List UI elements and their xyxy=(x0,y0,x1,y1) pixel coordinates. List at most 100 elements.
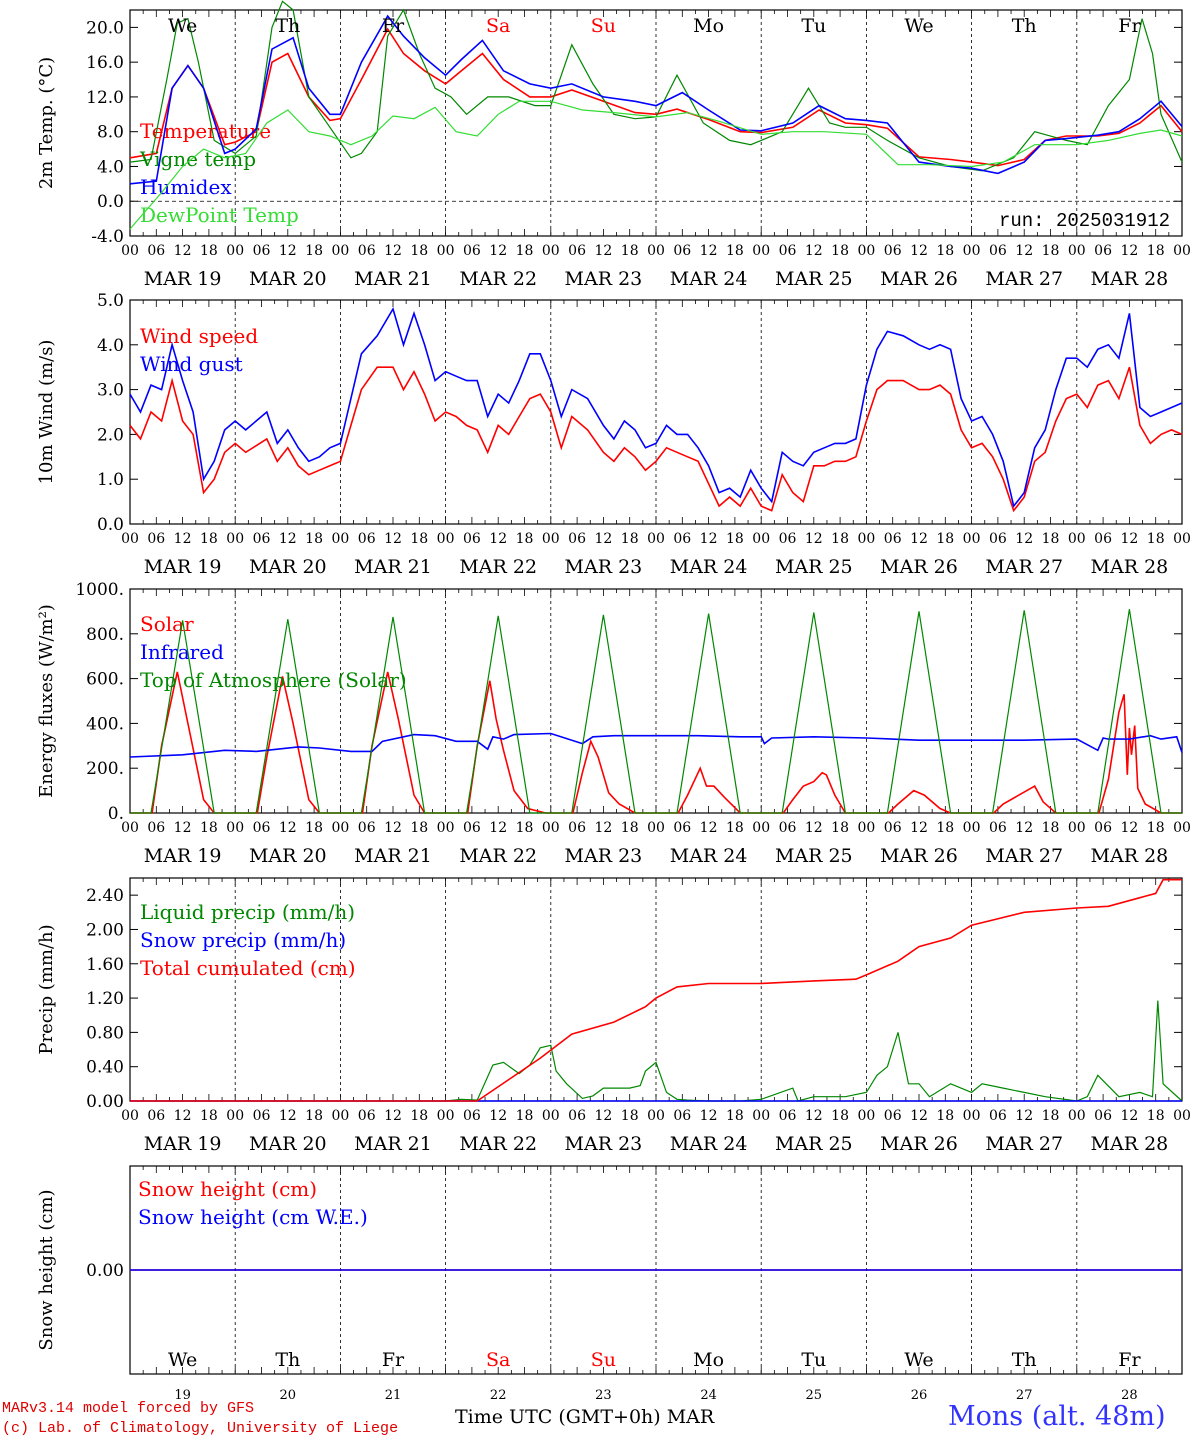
day-number-label: 28 xyxy=(1121,1388,1138,1403)
hour-tick-label: 12 xyxy=(489,531,507,547)
hour-tick-label: 12 xyxy=(384,820,402,836)
date-label: MAR 25 xyxy=(775,845,853,867)
date-label: MAR 28 xyxy=(1091,268,1169,290)
legend-entry: Infrared xyxy=(140,640,224,664)
date-label: MAR 27 xyxy=(985,845,1063,867)
y-tick-label: 400. xyxy=(86,714,124,734)
weekday-label: Th xyxy=(275,1349,300,1371)
model-credit: MARv3.14 model forced by GFS xyxy=(2,1400,255,1417)
hour-tick-label: 18 xyxy=(305,820,323,836)
hour-tick-label: 00 xyxy=(226,243,244,259)
weekday-label: Tu xyxy=(801,1349,826,1371)
series-line-green xyxy=(130,609,1182,814)
hour-tick-label: 12 xyxy=(279,531,297,547)
hour-tick-label: 00 xyxy=(437,243,455,259)
hour-tick-label: 00 xyxy=(1173,820,1191,836)
hour-tick-label: 18 xyxy=(1147,531,1165,547)
date-label: MAR 26 xyxy=(880,1133,958,1155)
hour-tick-label: 18 xyxy=(200,1108,218,1124)
weekday-label: Fr xyxy=(382,15,405,37)
hour-tick-label: 18 xyxy=(410,243,428,259)
hour-tick-label: 18 xyxy=(831,820,849,836)
y-tick-label: 0.80 xyxy=(86,1023,124,1043)
day-number-label: 26 xyxy=(911,1388,928,1403)
legend-entry: Snow height (cm W.E.) xyxy=(138,1205,368,1229)
date-label: MAR 25 xyxy=(775,556,853,578)
date-label: MAR 26 xyxy=(880,556,958,578)
y-tick-label: -4.0 xyxy=(91,227,124,247)
hour-tick-label: 00 xyxy=(121,820,139,836)
date-label: MAR 21 xyxy=(354,1133,432,1155)
hour-tick-label: 18 xyxy=(305,1108,323,1124)
hour-tick-label: 12 xyxy=(805,1108,823,1124)
series-line-green xyxy=(129,0,1183,172)
hour-tick-label: 00 xyxy=(752,531,770,547)
hour-tick-label: 12 xyxy=(489,820,507,836)
hour-tick-label: 18 xyxy=(1042,1108,1060,1124)
hour-tick-label: 06 xyxy=(568,243,586,259)
hour-tick-label: 12 xyxy=(1015,820,1033,836)
hour-tick-label: 12 xyxy=(1015,243,1033,259)
hour-tick-label: 06 xyxy=(463,820,481,836)
hour-tick-label: 00 xyxy=(542,1108,560,1124)
hour-tick-label: 00 xyxy=(226,1108,244,1124)
day-number-label: 21 xyxy=(385,1388,402,1403)
y-tick-label: 4.0 xyxy=(97,157,124,177)
hour-tick-label: 00 xyxy=(857,243,875,259)
date-label: MAR 24 xyxy=(670,556,748,578)
day-number-label: 23 xyxy=(595,1388,612,1403)
date-label: MAR 20 xyxy=(249,845,327,867)
hour-tick-label: 18 xyxy=(516,820,534,836)
hour-tick-label: 12 xyxy=(700,1108,718,1124)
hour-tick-label: 06 xyxy=(568,820,586,836)
date-label: MAR 26 xyxy=(880,268,958,290)
date-label: MAR 20 xyxy=(249,556,327,578)
hour-tick-label: 06 xyxy=(989,531,1007,547)
date-label: MAR 19 xyxy=(144,268,222,290)
weekday-label: We xyxy=(904,15,933,37)
y-tick-label: 0.00 xyxy=(86,1092,124,1112)
hour-tick-label: 12 xyxy=(594,243,612,259)
hour-tick-label: 06 xyxy=(1094,820,1112,836)
day-number-label: 27 xyxy=(1016,1388,1033,1403)
hour-tick-label: 00 xyxy=(437,820,455,836)
hour-tick-label: 00 xyxy=(226,531,244,547)
hour-tick-label: 18 xyxy=(936,1108,954,1124)
hour-tick-label: 06 xyxy=(463,531,481,547)
hour-tick-label: 12 xyxy=(700,531,718,547)
y-tick-label: 3.0 xyxy=(97,381,124,401)
day-number-label: 19 xyxy=(174,1388,191,1403)
hour-tick-label: 00 xyxy=(121,531,139,547)
hour-tick-label: 00 xyxy=(963,820,981,836)
y-tick-label: 2.40 xyxy=(86,886,124,906)
hour-tick-label: 18 xyxy=(1147,243,1165,259)
hour-tick-label: 12 xyxy=(384,1108,402,1124)
hour-tick-label: 06 xyxy=(989,243,1007,259)
hour-tick-label: 06 xyxy=(147,243,165,259)
weekday-label: Th xyxy=(275,15,300,37)
y-tick-label: 0.0 xyxy=(97,192,124,212)
hour-tick-label: 00 xyxy=(1173,243,1191,259)
hour-tick-label: 00 xyxy=(963,1108,981,1124)
y-tick-label: 16.0 xyxy=(86,53,124,73)
legend-entry: Temperature xyxy=(140,119,271,143)
day-number-label: 22 xyxy=(490,1388,507,1403)
hour-tick-label: 06 xyxy=(147,1108,165,1124)
y-tick-label: 0.0 xyxy=(97,515,124,535)
hour-tick-label: 12 xyxy=(279,820,297,836)
hour-tick-label: 18 xyxy=(1147,820,1165,836)
date-label: MAR 26 xyxy=(880,845,958,867)
hour-tick-label: 12 xyxy=(594,531,612,547)
hour-tick-label: 00 xyxy=(752,1108,770,1124)
hour-tick-label: 12 xyxy=(174,243,192,259)
hour-tick-label: 00 xyxy=(647,820,665,836)
day-number-label: 20 xyxy=(280,1388,297,1403)
hour-tick-label: 00 xyxy=(331,1108,349,1124)
y-tick-label: 0. xyxy=(108,804,124,824)
hour-tick-label: 18 xyxy=(726,1108,744,1124)
hour-tick-label: 12 xyxy=(174,1108,192,1124)
hour-tick-label: 12 xyxy=(805,243,823,259)
hour-tick-label: 12 xyxy=(805,820,823,836)
hour-tick-label: 06 xyxy=(989,1108,1007,1124)
hour-tick-label: 00 xyxy=(331,820,349,836)
